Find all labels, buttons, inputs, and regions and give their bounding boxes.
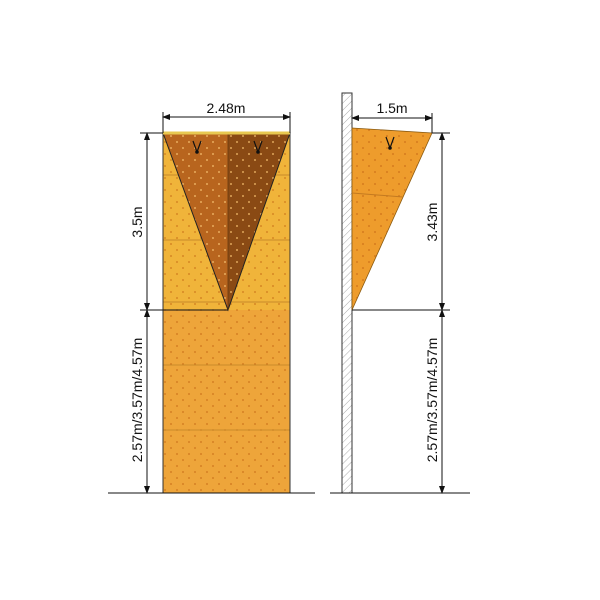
- anchor-icon: [192, 140, 263, 154]
- side-lower-height-label: 2.57m/3.57m/4.57m: [424, 338, 440, 463]
- side-view: 1.5m 3.43m 2.57m/3.57m/4.57m: [330, 92, 470, 494]
- support-wall: [341, 92, 353, 494]
- front-view: 2.48m 3.5m 2.57m/3.57m/4.57m: [108, 100, 315, 494]
- front-lower-height-label: 2.57m/3.57m/4.57m: [129, 338, 145, 463]
- side-upper-height-label: 3.43m: [424, 203, 440, 242]
- front-upper-height-label: 3.5m: [129, 206, 145, 237]
- front-width-label: 2.48m: [207, 100, 246, 116]
- anchor-icon: [385, 136, 395, 150]
- side-width-label: 1.5m: [376, 100, 407, 116]
